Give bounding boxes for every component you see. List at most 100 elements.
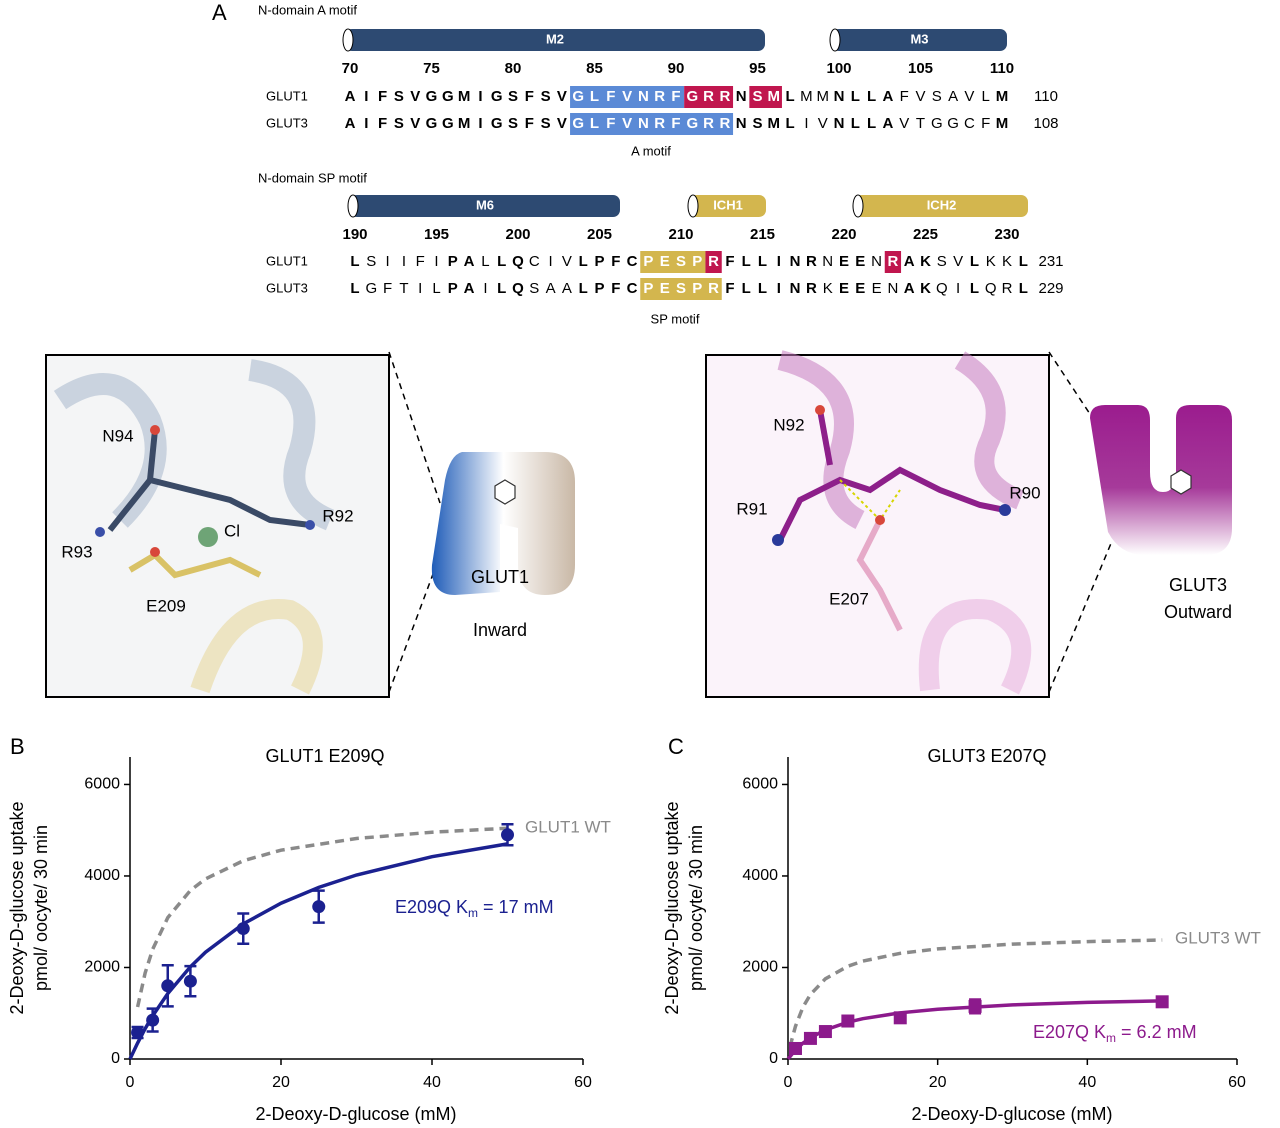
helix-bar (350, 195, 620, 217)
sequence-segment: PESPR (643, 280, 719, 297)
residue-number: 200 (505, 226, 530, 243)
helix-bar (855, 195, 1028, 217)
helix-label: M3 (910, 31, 928, 46)
model-label: Inward (473, 620, 527, 640)
residue-label: N92 (773, 415, 804, 434)
sequence-segment: EE (839, 280, 865, 297)
annotation-subscript: m (1106, 1031, 1116, 1045)
sequence-end: 110 (1034, 88, 1058, 105)
sequence-segment: QR (985, 280, 1013, 297)
annotation-tail: = 6.2 mM (1121, 1022, 1197, 1042)
chart-title: GLUT3 E207Q (927, 746, 1046, 766)
sequence-segment: SV (937, 253, 963, 270)
residue-number: 75 (423, 60, 440, 77)
helix-label: M6 (476, 197, 494, 212)
stick (817, 409, 833, 466)
sequence-segment: L (1019, 280, 1028, 297)
curve (128, 842, 508, 1060)
helix-bar (832, 29, 1007, 51)
x-tick-label: 40 (423, 1074, 441, 1091)
annotation: E209Q Km = 17 mM (395, 897, 554, 920)
highlight (570, 86, 685, 108)
sequence-segment: L (481, 253, 489, 270)
atom (150, 547, 160, 557)
residue-label: E207 (829, 589, 869, 608)
helix (190, 599, 323, 695)
helix-cap (852, 194, 864, 218)
point (803, 1031, 817, 1045)
x-tick-label: 0 (784, 1074, 793, 1091)
y-axis-label: 2-Deoxy-D-glucose uptake (662, 801, 682, 1014)
sequence-segment: QI (936, 280, 960, 297)
residue-number: 205 (587, 226, 612, 243)
series-label: GLUT3 WT (1175, 928, 1261, 947)
helix-cap (347, 194, 359, 218)
curve (135, 826, 508, 1008)
helix (248, 359, 335, 531)
atom (150, 425, 160, 435)
sequence-segment: LQ (497, 253, 524, 270)
y-axis-label: 2-Deoxy-D-glucose uptake (7, 801, 27, 1014)
highlight (640, 278, 722, 300)
point (501, 828, 514, 842)
sequence-segment: AIFSVGGMIGSFSV (345, 88, 567, 105)
point (1155, 995, 1169, 1009)
sequence-segment: SAA (529, 280, 572, 297)
substrate-icon (494, 479, 516, 505)
point (968, 999, 982, 1013)
residue-number: 100 (826, 60, 851, 77)
residue-number: 85 (586, 60, 603, 77)
residue-number: 110 (990, 60, 1014, 77)
stick (856, 518, 903, 632)
atom (999, 504, 1011, 516)
y-tick-label: 4000 (742, 867, 778, 884)
y-tick-label: 2000 (742, 959, 778, 976)
helix-label: ICH1 (713, 197, 743, 212)
residue-number: 90 (668, 60, 685, 77)
sequence-segment: N (871, 253, 882, 270)
chart-title: GLUT1 E209Q (265, 746, 384, 766)
sequence-segment: L (350, 280, 359, 297)
sequence-segment: L (970, 253, 979, 270)
sequence-segment: R (887, 253, 898, 270)
sequence-segment: M (996, 88, 1009, 105)
residue-number: 80 (505, 60, 522, 77)
sequence-segment: PA (448, 253, 475, 270)
model-label: Outward (1164, 602, 1232, 622)
x-tick-label: 60 (574, 1074, 592, 1091)
residue-label: R92 (322, 506, 353, 525)
sequence-segment: AK (904, 253, 931, 270)
sequence-segment: L (786, 88, 795, 105)
motif-label: A motif (631, 143, 671, 158)
sequence-name: GLUT3 (266, 115, 308, 130)
point (788, 1041, 802, 1055)
y-tick-label: 6000 (742, 776, 778, 793)
atom (875, 515, 885, 525)
point (236, 922, 250, 936)
motif-label: SP motif (651, 311, 700, 326)
helix-cap (829, 28, 841, 52)
annotation-tail: = 17 mM (483, 897, 554, 917)
x-tick-label: 20 (272, 1074, 290, 1091)
sequence-segment: FLLINR (725, 253, 817, 270)
annotation-subscript: m (468, 906, 478, 920)
highlight (705, 251, 722, 273)
residue-number: 70 (342, 60, 359, 77)
residue-label: N94 (102, 426, 133, 445)
residue-number: 220 (831, 226, 856, 243)
sequence-segment: VTGGCF (899, 115, 990, 132)
y-tick-label: 0 (769, 1050, 778, 1067)
panel-label: A (212, 0, 227, 25)
x-tick-label: 60 (1228, 1074, 1246, 1091)
y-tick-label: 2000 (84, 959, 120, 976)
point (161, 979, 175, 993)
atom (95, 527, 105, 537)
x-tick-label: 40 (1078, 1074, 1096, 1091)
stick (777, 466, 1006, 542)
helix (954, 351, 1025, 510)
sequence-name: GLUT1 (266, 88, 308, 103)
x-tick-label: 20 (929, 1074, 947, 1091)
model-label: GLUT3 (1169, 575, 1227, 595)
point (131, 1025, 145, 1039)
sequence-segment: L (1019, 253, 1028, 270)
